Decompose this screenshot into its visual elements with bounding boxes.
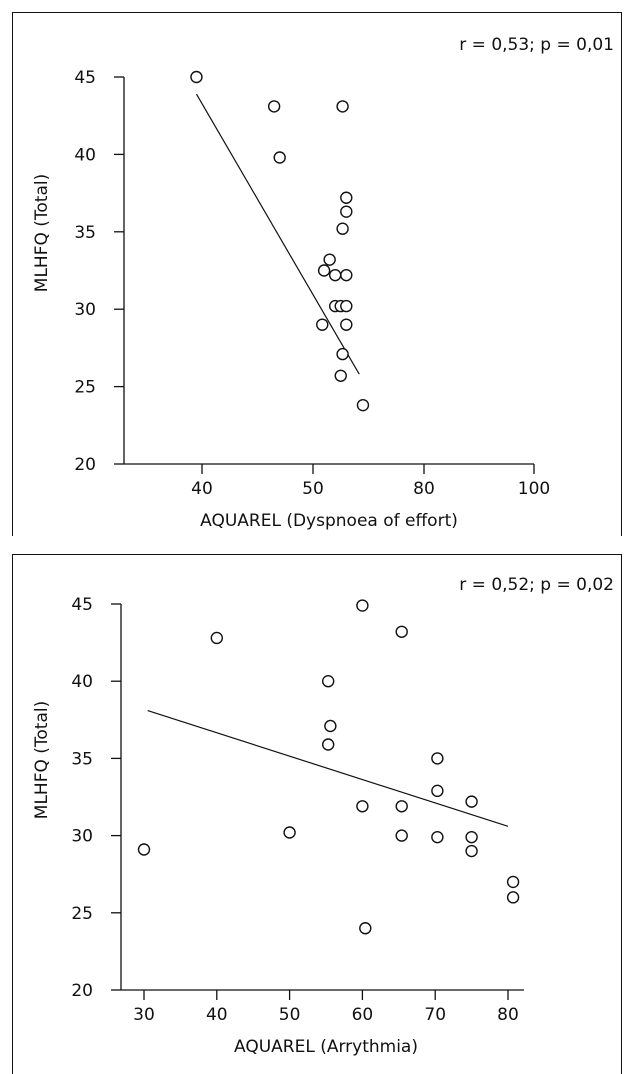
data-point (317, 264, 331, 277)
data-point (336, 347, 349, 361)
y-tick-label: 20 (71, 981, 93, 1001)
data-points (137, 599, 520, 935)
x-tick-label: 50 (302, 479, 324, 499)
data-point (329, 268, 342, 282)
data-point (334, 369, 347, 382)
panel-frame-top (12, 12, 622, 536)
data-point (210, 631, 224, 645)
data-point (356, 398, 370, 412)
data-point (465, 795, 478, 808)
y-axis-label: MLHFQ (Total) (32, 701, 52, 819)
data-point (395, 829, 408, 842)
data-point (395, 625, 408, 638)
scatter-chart-dyspnoea: r = 0,53; p = 0,01 20 25 30 35 40 45 40 50 80 10… (32, 35, 614, 531)
y-tick-label: 25 (74, 378, 96, 398)
x-tick-label: 80 (497, 1005, 519, 1025)
data-point (324, 719, 337, 733)
data-point (336, 100, 349, 113)
data-point (340, 205, 353, 218)
data-point (321, 675, 335, 688)
x-tick-label: 60 (352, 1005, 374, 1025)
data-point (283, 826, 296, 839)
data-point (465, 844, 478, 858)
data-point (506, 891, 520, 904)
data-points (190, 70, 370, 412)
y-tick-label: 35 (74, 223, 96, 243)
data-point (340, 299, 353, 313)
y-axis-label: MLHFQ (Total) (32, 174, 52, 292)
y-tick-label: 30 (74, 300, 96, 320)
x-tick-label: 80 (413, 479, 435, 499)
y-tick-label: 35 (71, 749, 93, 769)
data-point (316, 318, 329, 331)
data-point (321, 738, 335, 751)
data-point (356, 800, 369, 813)
y-tick-group: 20 25 30 35 40 45 (71, 595, 121, 1001)
panel-frame-bottom (12, 554, 622, 1074)
y-tick-label: 40 (74, 145, 96, 165)
y-tick-group: 20 25 30 35 40 45 (74, 68, 124, 475)
regression-line (147, 709, 509, 827)
data-point (431, 752, 444, 765)
data-point (137, 843, 151, 856)
data-point (323, 253, 336, 266)
scatter-chart-arrythmia: r = 0,52; p = 0,02 20 25 30 35 40 45 30 40 50 60… (32, 575, 614, 1057)
data-point (431, 784, 444, 798)
data-point (395, 800, 408, 813)
data-point (506, 875, 520, 889)
data-point (340, 318, 353, 331)
x-tick-group: 40 50 80 100 (191, 464, 550, 499)
correlation-annotation: r = 0,53; p = 0,01 (459, 35, 614, 55)
x-tick-group: 30 40 50 60 70 80 (133, 990, 519, 1025)
data-point (190, 70, 203, 84)
x-tick-label: 50 (279, 1005, 301, 1025)
x-axis-label: AQUAREL (Arrythmia) (234, 1037, 418, 1057)
y-tick-label: 30 (71, 827, 93, 847)
x-tick-label: 40 (191, 479, 213, 499)
x-tick-label: 70 (424, 1005, 446, 1025)
data-point (340, 268, 353, 282)
y-tick-label: 25 (71, 904, 93, 924)
x-tick-label: 40 (206, 1005, 228, 1025)
y-tick-label: 45 (71, 595, 93, 615)
correlation-annotation: r = 0,52; p = 0,02 (459, 575, 614, 595)
data-point (267, 100, 281, 113)
regression-line (195, 93, 360, 375)
data-point (336, 222, 349, 235)
data-point (465, 830, 478, 844)
y-tick-label: 45 (74, 68, 96, 88)
y-tick-label: 20 (74, 455, 96, 475)
data-point (356, 599, 369, 612)
x-axis-label: AQUAREL (Dyspnoea of effort) (200, 511, 458, 531)
x-tick-label: 30 (133, 1005, 155, 1025)
data-point (340, 191, 353, 204)
data-point (431, 830, 444, 844)
y-tick-label: 40 (71, 672, 93, 692)
data-point (359, 922, 372, 935)
data-point (273, 151, 286, 164)
x-tick-label: 100 (518, 479, 550, 499)
